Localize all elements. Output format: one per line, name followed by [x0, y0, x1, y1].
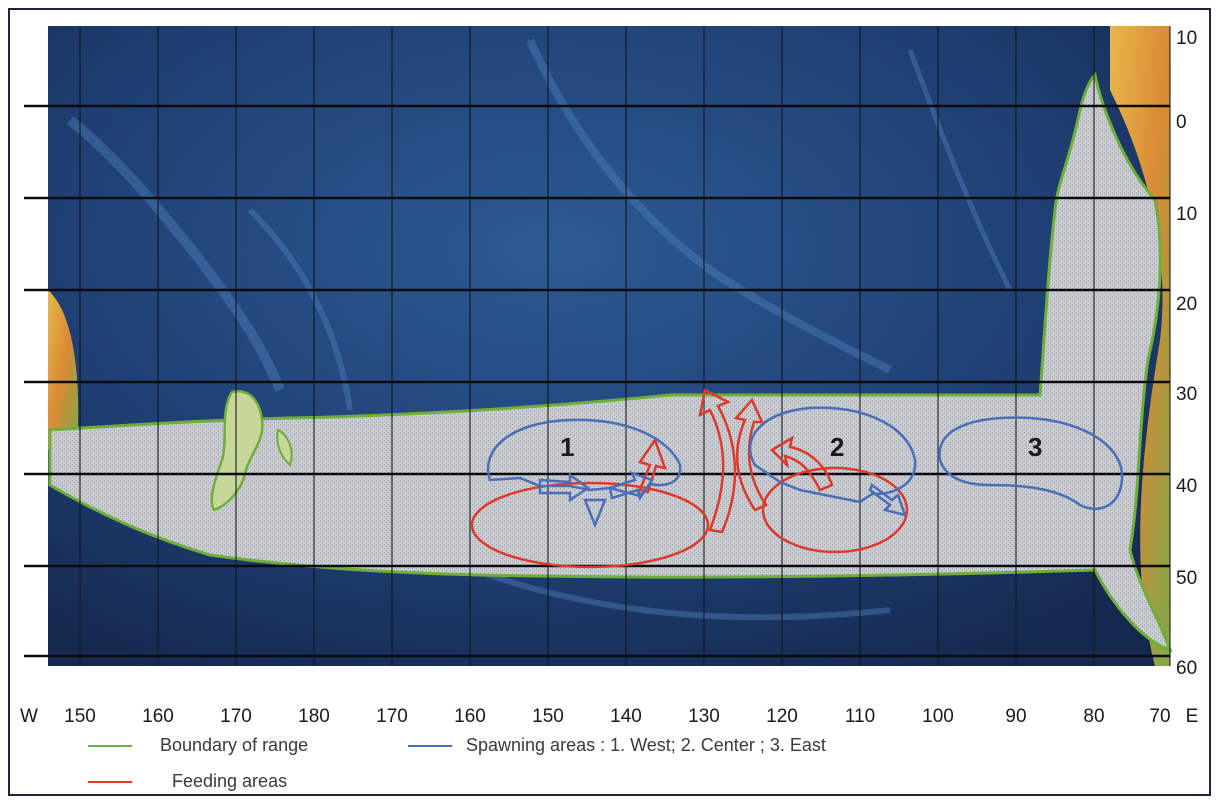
legend-feeding-swatch	[88, 781, 132, 783]
legend-feeding-label: Feeding areas	[172, 771, 288, 791]
feeding-area-center	[761, 466, 909, 554]
lat-tick: 10	[1176, 28, 1197, 49]
new-zealand-north	[276, 428, 293, 467]
hemisphere-west-label: W	[20, 706, 38, 727]
feeding-migration-arrow-1	[638, 437, 667, 494]
lon-tick: 150	[532, 706, 564, 727]
feeding-area-west	[470, 481, 710, 569]
spawning-areas	[487, 406, 1124, 529]
spawning-arrow-west	[538, 472, 591, 503]
feeding-migration-arrow-3	[733, 397, 768, 512]
lon-tick: 80	[1083, 706, 1104, 727]
lon-tick: 90	[1005, 706, 1026, 727]
spawning-arrow-center	[868, 483, 907, 517]
feeding-migration-arrow-4	[769, 435, 834, 492]
land-west	[48, 290, 79, 450]
map-canvas: 1 2 3 10 0 10 20 30 40 50 60 W 150 160 1…	[20, 26, 1198, 727]
lat-tick: 10	[1176, 204, 1197, 225]
spawning-arrow-west-3	[583, 498, 607, 529]
legend-boundary-label: Boundary of range	[160, 735, 309, 755]
land-south-america	[1110, 26, 1170, 666]
lon-tick: 160	[142, 706, 174, 727]
lat-tick: 40	[1176, 476, 1197, 497]
lon-tick: 130	[688, 706, 720, 727]
hemisphere-east-label: E	[1186, 706, 1199, 727]
graticule-latitude	[24, 104, 1170, 658]
lon-tick: 160	[454, 706, 486, 727]
lat-tick: 50	[1176, 568, 1197, 589]
lon-tick: 170	[376, 706, 408, 727]
lat-tick: 0	[1176, 112, 1187, 133]
lat-tick: 30	[1176, 384, 1197, 405]
map-figure: 1 2 3 10 0 10 20 30 40 50 60 W 150 160 1…	[8, 8, 1211, 796]
lon-tick: 70	[1149, 706, 1170, 727]
feeding-migration-arrow-2	[698, 388, 737, 534]
lon-tick: 180	[298, 706, 330, 727]
legend-boundary-swatch	[88, 745, 132, 747]
lon-tick: 150	[64, 706, 96, 727]
lon-tick: 140	[610, 706, 642, 727]
lon-tick: 120	[766, 706, 798, 727]
lat-tick: 60	[1176, 658, 1197, 679]
new-zealand	[210, 390, 264, 512]
lon-tick: 100	[922, 706, 954, 727]
lon-tick: 110	[845, 706, 875, 727]
lon-tick: 170	[220, 706, 252, 727]
zone-label-center: 2	[830, 432, 844, 462]
legend-spawning-label: Spawning areas : 1. West; 2. Center ; 3.…	[466, 735, 826, 755]
zone-label-east: 3	[1028, 432, 1042, 462]
lat-tick: 20	[1176, 294, 1197, 315]
latitude-ticks: 10 0 10 20 30 40 50 60	[1176, 28, 1197, 679]
spawning-arrow-west-2	[608, 470, 654, 502]
spawning-area-east	[938, 416, 1124, 511]
zone-label-west: 1	[560, 432, 574, 462]
legend-spawning-swatch	[408, 745, 452, 747]
graticule	[79, 26, 1171, 666]
feeding-areas	[470, 388, 909, 569]
longitude-ticks: W 150 160 170 180 170 160 150 140 130 12…	[20, 706, 1198, 727]
